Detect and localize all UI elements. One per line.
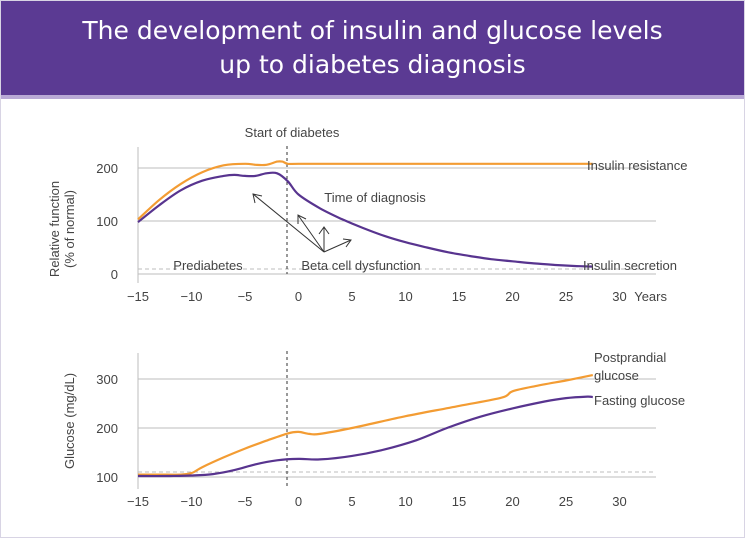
bottom-chart-y-ticks: 100 200 300 xyxy=(96,372,118,485)
arrow-head-3 xyxy=(318,226,330,235)
time-of-diagnosis-label: Time of diagnosis xyxy=(324,190,426,205)
bottom-y-label: Glucose (mg/dL) xyxy=(62,373,77,469)
fasting-glucose-line xyxy=(137,395,593,478)
beta-cell-arrows xyxy=(252,193,352,253)
x-unit-label: Years xyxy=(634,289,667,304)
y-tick-label: 200 xyxy=(96,161,118,176)
top-chart-gridlines xyxy=(138,167,656,275)
arrow-head-4 xyxy=(342,238,352,248)
top-chart-y-ticks: 0 100 200 xyxy=(96,161,118,282)
title-banner: The development of insulin and glucose l… xyxy=(1,1,744,95)
postprandial-glucose-line xyxy=(137,374,594,476)
arrow-head-1 xyxy=(252,193,263,204)
beta-cell-dysfunction-label: Beta cell dysfunction xyxy=(301,258,420,273)
x-tick-label: 5 xyxy=(348,494,355,509)
start-of-diabetes-label: Start of diabetes xyxy=(245,125,340,140)
x-tick-label: 20 xyxy=(505,494,519,509)
postprandial-label-line-1: Postprandial xyxy=(594,350,666,365)
y-tick-label: 200 xyxy=(96,421,118,436)
insulin-resistance-label: Insulin resistance xyxy=(587,158,687,173)
x-tick-label: 25 xyxy=(559,289,573,304)
x-tick-label: 30 xyxy=(612,494,626,509)
x-tick-label: −5 xyxy=(238,289,253,304)
arrow-head-2 xyxy=(297,214,307,224)
prediabetes-label: Prediabetes xyxy=(173,258,243,273)
y-tick-label: 300 xyxy=(96,372,118,387)
top-y-label-line-2: (% of normal) xyxy=(62,190,77,268)
x-tick-label: 10 xyxy=(398,289,412,304)
x-tick-label: 0 xyxy=(295,494,302,509)
arrow-to-drop xyxy=(297,214,325,253)
x-tick-label: −10 xyxy=(180,289,202,304)
y-tick-label: 0 xyxy=(111,267,118,282)
x-tick-label: 10 xyxy=(398,494,412,509)
x-tick-label: 15 xyxy=(452,494,466,509)
x-tick-label: −5 xyxy=(238,494,253,509)
top-chart-x-ticks: −15 −10 −5 0 5 10 15 20 25 30 xyxy=(127,289,627,304)
insulin-secretion-label: Insulin secretion xyxy=(583,258,677,273)
banner-underline xyxy=(1,95,744,99)
arrow-to-peak xyxy=(252,193,325,253)
x-tick-label: 5 xyxy=(348,289,355,304)
fasting-glucose-label: Fasting glucose xyxy=(594,393,685,408)
bottom-chart-gridlines xyxy=(138,378,656,478)
x-tick-label: −15 xyxy=(127,289,149,304)
insulin-resistance-line xyxy=(137,160,593,221)
x-tick-label: 0 xyxy=(295,289,302,304)
title-line-1: The development of insulin and glucose l… xyxy=(82,16,663,45)
top-y-label-line-1: Relative function xyxy=(47,181,62,277)
x-tick-label: −15 xyxy=(127,494,149,509)
postprandial-label-line-2: glucose xyxy=(594,368,639,383)
title-line-2: up to diabetes diagnosis xyxy=(219,50,526,79)
x-tick-label: 20 xyxy=(505,289,519,304)
y-tick-label: 100 xyxy=(96,214,118,229)
y-tick-label: 100 xyxy=(96,470,118,485)
x-tick-label: −10 xyxy=(180,494,202,509)
x-tick-label: 25 xyxy=(559,494,573,509)
bottom-chart-x-ticks: −15 −10 −5 0 5 10 15 20 25 30 xyxy=(127,494,627,509)
arrow-to-right xyxy=(323,239,352,253)
x-tick-label: 30 xyxy=(612,289,626,304)
insulin-secretion-line xyxy=(137,171,593,268)
x-tick-label: 15 xyxy=(452,289,466,304)
